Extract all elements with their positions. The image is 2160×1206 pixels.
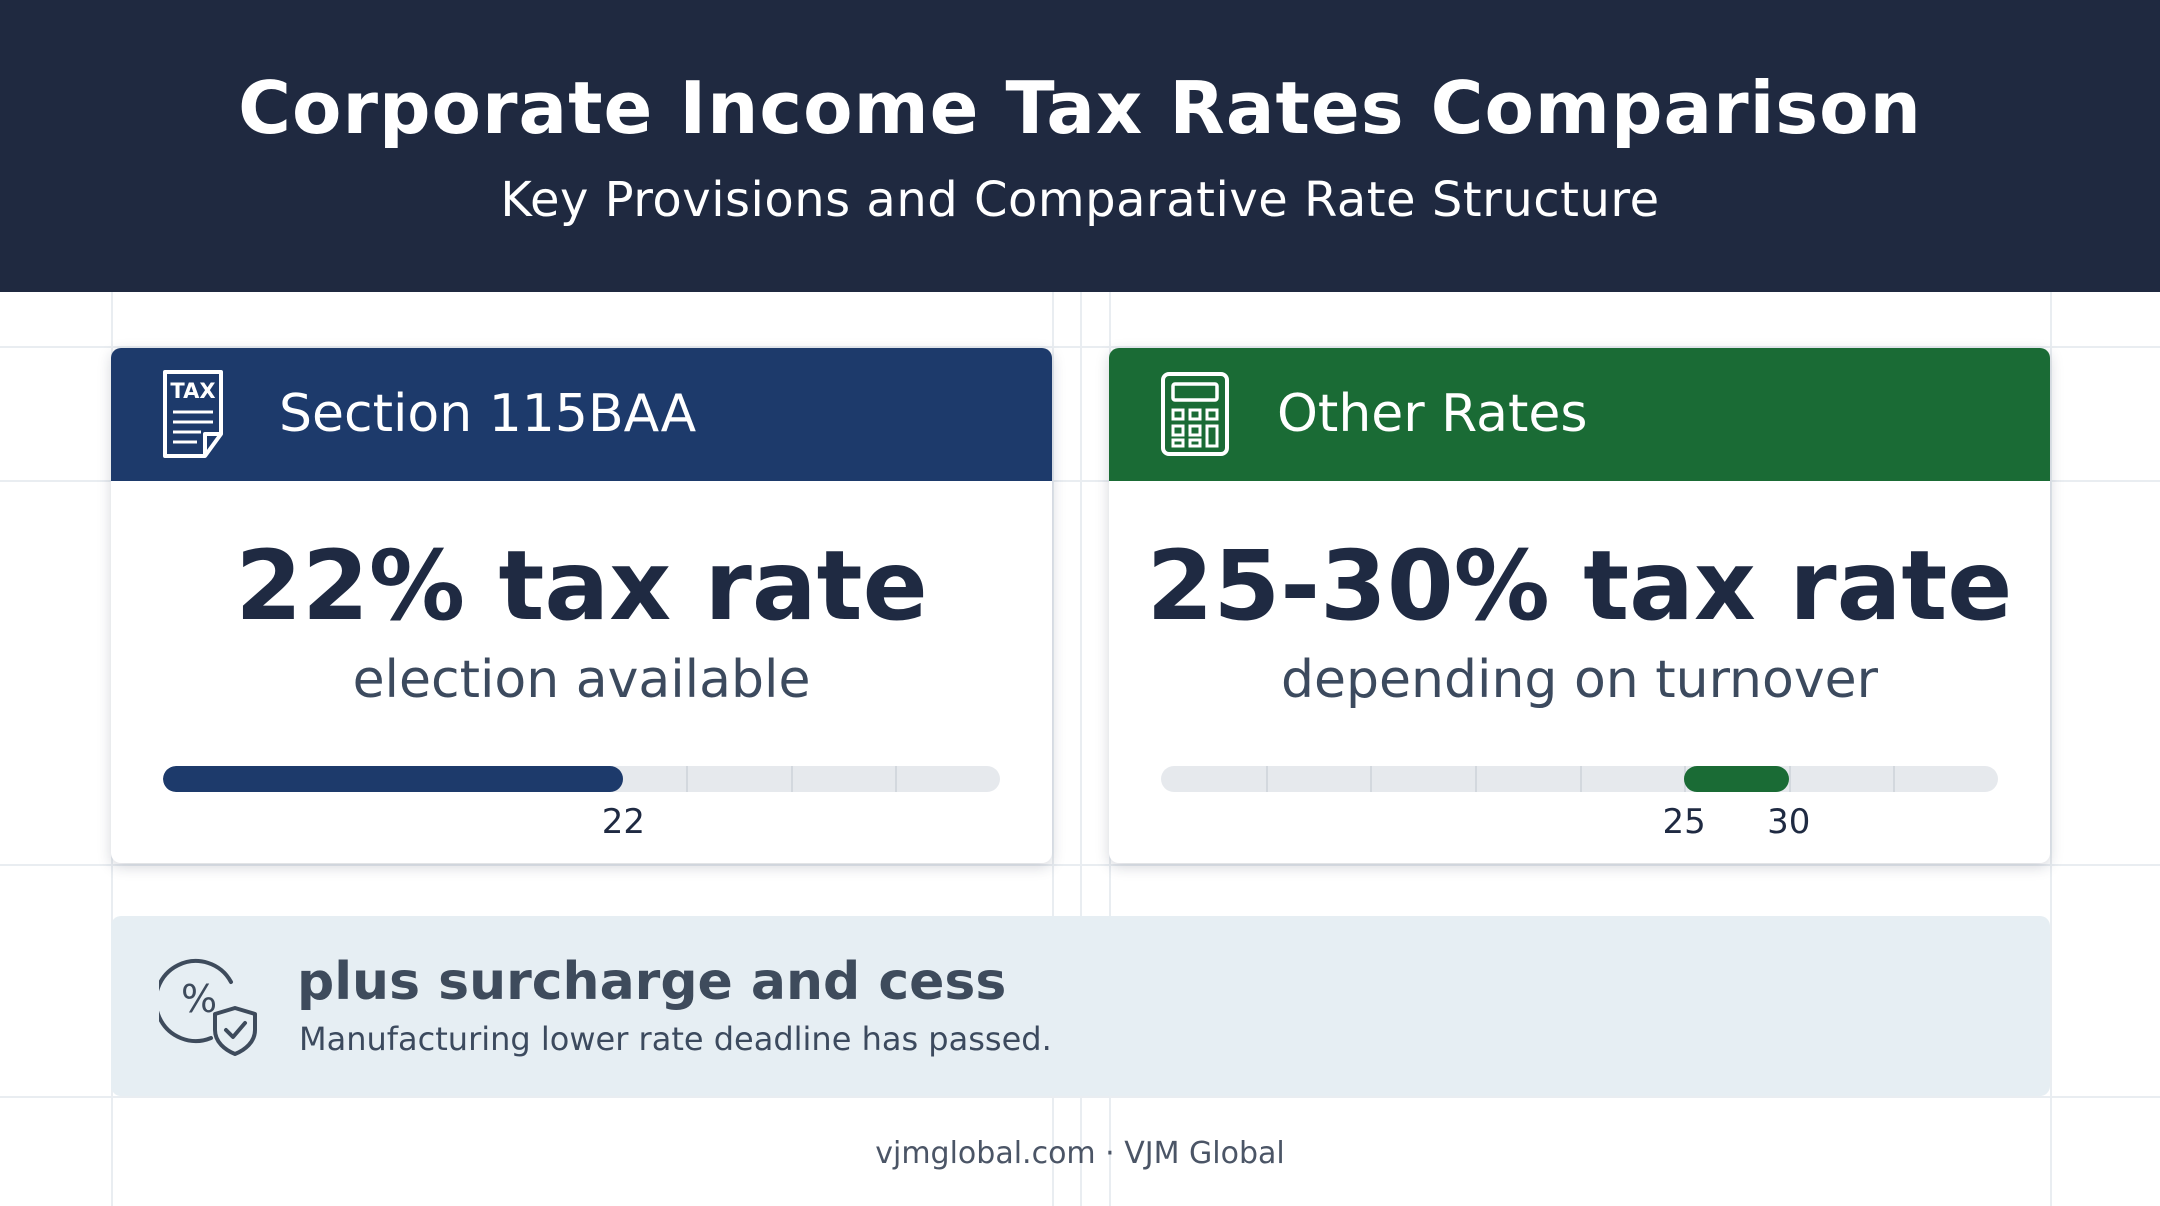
card-title: Section 115BAA [279,384,697,444]
card-title: Other Rates [1277,384,1588,444]
rate-range-fill [163,766,624,792]
section-115baa-card: TAX Section 115BAA 22% tax rate election… [111,348,1052,863]
bar-tick [895,766,898,792]
icon-label: TAX [170,379,215,403]
bar-tick [1788,766,1791,792]
range-label-low: 22 [601,802,645,842]
page-title: Corporate Income Tax Rates Comparison [238,66,1922,150]
other-rates-card: Other Rates 25-30% tax rate depending on… [1109,348,2050,863]
tax-document-icon: TAX [163,370,223,458]
grid-line [2050,292,2052,1206]
calculator-icon [1161,372,1229,456]
header-banner: Corporate Income Tax Rates Comparison Ke… [0,0,2160,292]
grid-line [1080,292,1082,1206]
bar-tick [686,766,689,792]
bar-tick [1893,766,1896,792]
card-header: TAX Section 115BAA [111,348,1052,481]
grid-line [1052,292,1054,1206]
range-label-high: 30 [1767,802,1811,842]
bar-tick [1579,766,1582,792]
bar-tick [790,766,793,792]
bar-tick [1474,766,1477,792]
note-title: plus surcharge and cess [297,952,1007,1012]
range-label-low: 25 [1662,802,1706,842]
footer-attribution: vjmglobal.com · VJM Global [875,1136,1285,1171]
grid-line [0,1096,2160,1098]
grid-line [0,480,2160,482]
percent-shield-icon: % [159,959,257,1056]
tax-rate-value: 22% tax rate [235,530,928,642]
tax-rate-note: depending on turnover [1281,650,1878,710]
grid-line [0,864,2160,866]
rate-range-fill [1684,766,1789,792]
tax-rate-value: 25-30% tax rate [1146,530,2013,642]
card-header: Other Rates [1109,348,2050,481]
grid-line [0,346,2160,348]
svg-text:%: % [181,977,217,1021]
tax-rate-note: election available [352,650,811,710]
rate-range-bar [1161,766,1998,792]
surcharge-note: % plus surcharge and cess Manufacturing … [111,916,2050,1096]
note-text: Manufacturing lower rate deadline has pa… [299,1020,1052,1058]
bar-tick [1265,766,1268,792]
rate-range-bar [163,766,1000,792]
bar-tick [1370,766,1373,792]
page-subtitle: Key Provisions and Comparative Rate Stru… [500,172,1660,228]
